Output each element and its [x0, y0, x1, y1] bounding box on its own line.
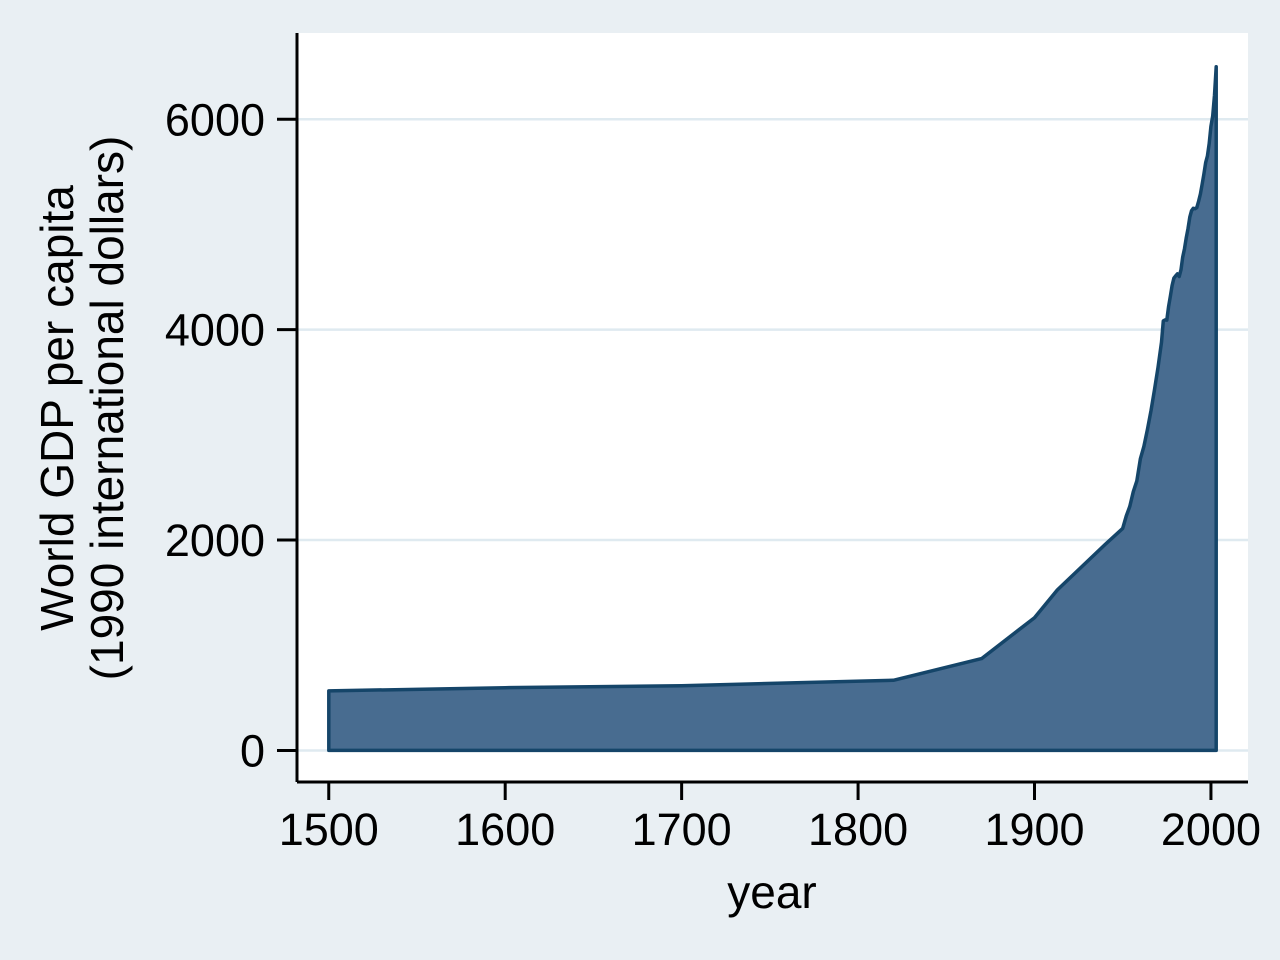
x-tick-label-1600: 1600: [455, 804, 555, 855]
x-tick-label-1800: 1800: [808, 804, 908, 855]
axes: [295, 33, 1248, 784]
y-axis-ticks: 0 2000 4000 6000: [165, 94, 297, 776]
y-tick-label-2000: 2000: [165, 515, 265, 566]
world-gdp-area: [327, 64, 1218, 753]
y-axis-title-line2: (1990 international dollars): [81, 136, 133, 681]
y-tick-label-6000: 6000: [165, 94, 265, 145]
area-series: [327, 64, 1218, 753]
x-tick-label-1500: 1500: [279, 804, 379, 855]
x-axis-ticks: 1500 1600 1700 1800 1900 2000: [279, 782, 1261, 855]
x-tick-label-1700: 1700: [632, 804, 732, 855]
x-tick-label-2000: 2000: [1161, 804, 1261, 855]
y-tick-label-4000: 4000: [165, 305, 265, 356]
y-axis-title-line1: World GDP per capita: [31, 185, 83, 631]
x-axis-title: year: [727, 866, 816, 918]
x-tick-label-1900: 1900: [984, 804, 1084, 855]
y-tick-label-0: 0: [240, 725, 265, 776]
